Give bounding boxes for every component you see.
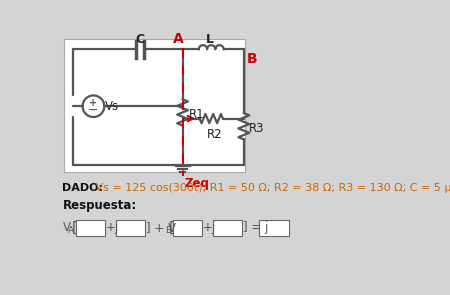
Text: +: +: [90, 98, 98, 108]
Text: A: A: [68, 226, 74, 235]
Text: B: B: [247, 52, 257, 66]
Text: +j: +j: [106, 222, 119, 235]
Text: R1: R1: [189, 108, 204, 121]
Text: +j: +j: [202, 222, 216, 235]
FancyBboxPatch shape: [76, 220, 105, 236]
Text: ] = j: ] = j: [243, 222, 268, 235]
Text: Respuesta:: Respuesta:: [63, 199, 137, 212]
Text: −: −: [88, 104, 99, 117]
Text: [: [: [169, 221, 174, 235]
Text: [: [: [72, 221, 77, 235]
Text: R3: R3: [249, 122, 265, 135]
FancyBboxPatch shape: [213, 220, 242, 236]
Text: R2: R2: [207, 128, 222, 141]
Text: L: L: [206, 33, 214, 46]
Text: A: A: [172, 32, 183, 46]
FancyBboxPatch shape: [116, 220, 145, 236]
Text: V: V: [63, 222, 71, 235]
Text: Vs = 125 cos(300t); R1 = 50 Ω; R2 = 38 Ω; R3 = 130 Ω; C = 5 μF; L = 4 H: Vs = 125 cos(300t); R1 = 50 Ω; R2 = 38 Ω…: [92, 183, 450, 193]
FancyBboxPatch shape: [259, 220, 289, 236]
FancyBboxPatch shape: [64, 39, 245, 172]
Text: Vs: Vs: [105, 100, 119, 113]
Text: ] + V: ] + V: [146, 222, 176, 235]
Text: DADO:: DADO:: [63, 183, 104, 193]
FancyBboxPatch shape: [172, 220, 202, 236]
Text: C: C: [135, 33, 144, 46]
Text: Zeq: Zeq: [185, 177, 210, 190]
Text: B: B: [165, 226, 171, 235]
